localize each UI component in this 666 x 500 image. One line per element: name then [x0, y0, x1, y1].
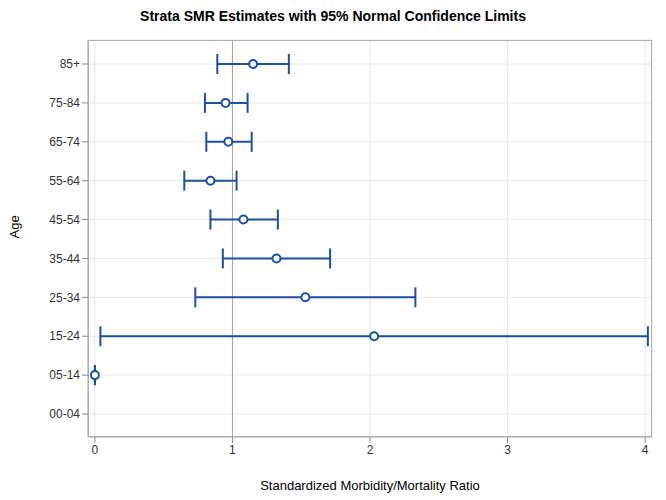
svg-text:3: 3	[504, 443, 511, 457]
svg-text:25-34: 25-34	[49, 291, 80, 305]
svg-text:4: 4	[642, 443, 649, 457]
svg-text:Standardized Morbidity/Mortali: Standardized Morbidity/Mortality Ratio	[260, 478, 480, 493]
svg-text:0: 0	[92, 443, 99, 457]
svg-text:05-14: 05-14	[49, 368, 80, 382]
svg-text:15-24: 15-24	[49, 329, 80, 343]
svg-text:Age: Age	[8, 215, 22, 238]
svg-text:00-04: 00-04	[49, 407, 80, 421]
svg-text:55-64: 55-64	[49, 174, 80, 188]
svg-text:1: 1	[229, 443, 236, 457]
svg-text:75-84: 75-84	[49, 96, 80, 110]
svg-text:45-54: 45-54	[49, 213, 80, 227]
html-text:Strata SMR Estimates with 95%: Strata SMR Estimates with 95% Normal Con…	[140, 8, 526, 24]
svg-text:85+: 85+	[60, 57, 80, 71]
svg-text:65-74: 65-74	[49, 135, 80, 149]
svg-text:35-44: 35-44	[49, 252, 80, 266]
svg-text:2: 2	[367, 443, 374, 457]
